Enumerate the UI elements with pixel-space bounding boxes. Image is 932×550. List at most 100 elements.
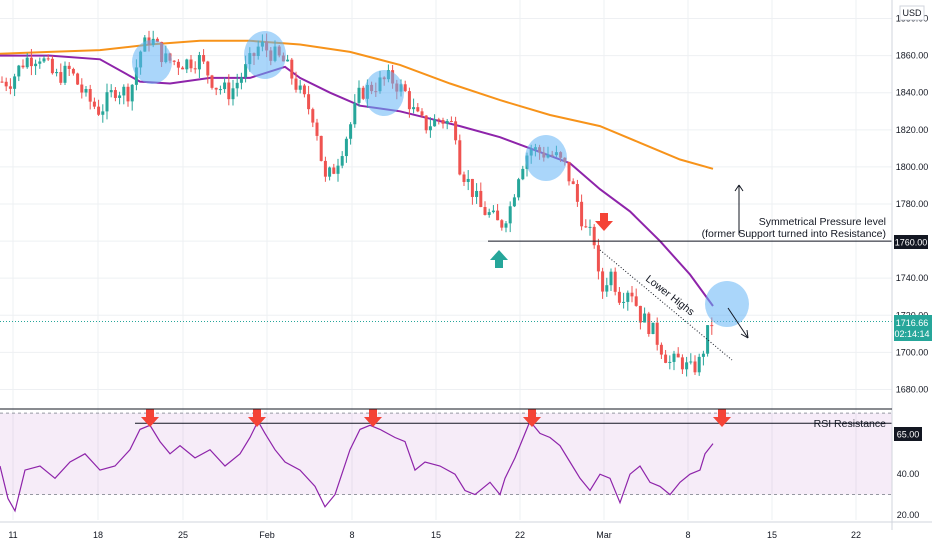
rsi-line bbox=[0, 419, 714, 513]
candle-down bbox=[307, 94, 311, 110]
candle-up bbox=[286, 59, 290, 62]
candle-down bbox=[441, 119, 445, 124]
candle-down bbox=[59, 72, 63, 83]
candle-up bbox=[428, 126, 432, 131]
ma-200-line bbox=[0, 39, 714, 170]
time-tick-label: Feb bbox=[259, 530, 275, 540]
price-tick-label: 1680.00 bbox=[896, 384, 929, 394]
candle-up bbox=[357, 87, 361, 103]
candle-up bbox=[231, 88, 235, 100]
rsi-peak-arrow bbox=[523, 409, 541, 427]
candle-down bbox=[323, 160, 327, 177]
candle-down bbox=[76, 73, 80, 85]
candle-up bbox=[223, 82, 227, 90]
candle-up bbox=[609, 271, 613, 286]
candle-down bbox=[659, 344, 663, 355]
candle-down bbox=[655, 322, 659, 345]
candle-down bbox=[710, 325, 714, 327]
candle-up bbox=[101, 111, 105, 115]
time-tick-label: 22 bbox=[851, 530, 861, 540]
candle-down bbox=[126, 86, 130, 102]
candle-down bbox=[571, 181, 575, 185]
candle-up bbox=[239, 77, 243, 83]
candle-up bbox=[504, 223, 508, 228]
projection-arrow-line bbox=[727, 307, 749, 339]
candle-up bbox=[235, 82, 239, 89]
candle-down bbox=[50, 58, 54, 74]
candle-down bbox=[634, 296, 638, 306]
candle-up bbox=[38, 61, 42, 64]
drawings bbox=[0, 31, 892, 427]
candle-down bbox=[601, 271, 605, 292]
candle-up bbox=[651, 322, 655, 335]
candle-up bbox=[701, 353, 705, 357]
currency-box[interactable] bbox=[899, 5, 925, 21]
candle-up bbox=[668, 361, 672, 363]
candle-down bbox=[407, 91, 411, 110]
candle-up bbox=[25, 57, 29, 68]
price-tick-label: 1740.00 bbox=[896, 273, 929, 283]
candle-up bbox=[63, 65, 67, 83]
rsi-peak-arrow bbox=[713, 409, 731, 427]
candle-up bbox=[689, 361, 693, 363]
price-tick-label: 1820.00 bbox=[896, 125, 929, 135]
candle-down bbox=[424, 115, 428, 131]
candle-up bbox=[84, 88, 88, 93]
candle-down bbox=[290, 59, 294, 79]
rsi-resistance-label: RSI Resistance bbox=[814, 418, 887, 430]
candle-down bbox=[210, 75, 214, 88]
candle-up bbox=[491, 210, 495, 213]
candle-down bbox=[181, 67, 185, 70]
candle-down bbox=[315, 122, 319, 136]
rsi-level-label: 65.00 bbox=[897, 430, 920, 440]
candle-down bbox=[664, 354, 668, 363]
candle-down bbox=[483, 207, 487, 215]
rsi-level-tag bbox=[894, 427, 922, 441]
candle-down bbox=[46, 58, 50, 60]
countdown-label: 02:14:14 bbox=[894, 329, 929, 339]
highlight-circle bbox=[132, 40, 172, 84]
candle-down bbox=[227, 82, 231, 100]
candle-up bbox=[622, 301, 626, 303]
currency-label[interactable]: USD bbox=[902, 8, 922, 18]
candle-down bbox=[8, 86, 12, 89]
candle-up bbox=[109, 90, 113, 93]
sell-arrow bbox=[595, 213, 613, 231]
candle-up bbox=[706, 325, 710, 354]
candle-down bbox=[630, 292, 634, 297]
candle-down bbox=[676, 353, 680, 358]
candle-up bbox=[588, 226, 592, 228]
candle-up bbox=[185, 59, 189, 70]
rsi-peak-arrow bbox=[141, 409, 159, 427]
time-tick-label: 18 bbox=[93, 530, 103, 540]
candle-up bbox=[685, 362, 689, 370]
candle-up bbox=[55, 72, 59, 74]
time-axis[interactable]: 11 18 25 Feb 8 15 22 Mar 8 15 22 bbox=[8, 530, 861, 540]
candle-down bbox=[97, 106, 101, 115]
candle-up bbox=[349, 124, 353, 139]
candle-down bbox=[403, 84, 407, 92]
candle-down bbox=[4, 81, 8, 87]
last-price-label: 1716.66 bbox=[896, 318, 929, 328]
candle-down bbox=[638, 305, 642, 323]
time-tick-label: 22 bbox=[515, 530, 525, 540]
rsi-tick-label: 20.00 bbox=[897, 510, 920, 520]
price-tick-label: 1800.00 bbox=[896, 162, 929, 172]
candle-up bbox=[605, 285, 609, 292]
candle-up bbox=[517, 179, 521, 198]
candle-down bbox=[592, 226, 596, 246]
candle-down bbox=[500, 220, 504, 228]
candle-down bbox=[176, 61, 180, 68]
highlight-circle bbox=[364, 70, 404, 116]
candle-up bbox=[475, 190, 479, 197]
time-tick-label: 11 bbox=[8, 530, 17, 540]
rsi-series-line bbox=[0, 419, 714, 513]
candle-down bbox=[617, 291, 621, 303]
candle-down bbox=[21, 65, 25, 68]
candle-down bbox=[80, 84, 84, 93]
candle-down bbox=[193, 68, 197, 70]
price-axis[interactable]: 1880.001860.001840.001820.001800.001780.… bbox=[896, 14, 929, 520]
candle-down bbox=[311, 109, 315, 123]
candle-down bbox=[71, 68, 75, 74]
